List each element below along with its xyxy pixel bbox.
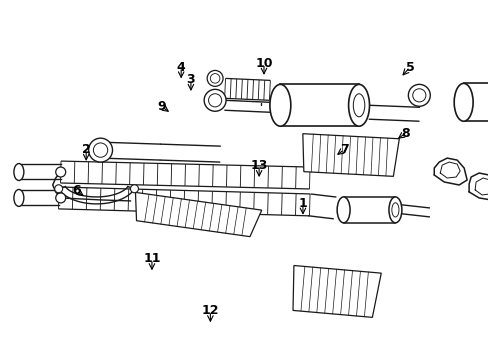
Ellipse shape <box>453 84 472 121</box>
Ellipse shape <box>348 84 369 126</box>
Ellipse shape <box>14 163 24 180</box>
Text: 12: 12 <box>201 305 219 318</box>
Polygon shape <box>135 192 261 237</box>
Circle shape <box>55 185 62 193</box>
Circle shape <box>130 185 138 193</box>
Text: 7: 7 <box>339 143 348 156</box>
Text: 6: 6 <box>72 184 81 197</box>
Text: 1: 1 <box>298 197 306 210</box>
Text: 13: 13 <box>250 159 267 172</box>
Text: 4: 4 <box>177 60 185 73</box>
Text: 8: 8 <box>400 127 409 140</box>
Bar <box>280 84 358 126</box>
Ellipse shape <box>336 197 349 223</box>
Text: 3: 3 <box>186 73 195 86</box>
Bar <box>463 84 488 121</box>
Circle shape <box>88 138 112 162</box>
Bar <box>343 197 395 223</box>
Circle shape <box>203 89 225 111</box>
Ellipse shape <box>14 189 24 206</box>
Text: 5: 5 <box>405 60 414 73</box>
Text: 9: 9 <box>157 100 165 113</box>
Text: 11: 11 <box>143 252 161 265</box>
Polygon shape <box>292 266 381 318</box>
Circle shape <box>56 193 65 203</box>
Text: 2: 2 <box>81 143 90 156</box>
Circle shape <box>56 167 65 177</box>
Polygon shape <box>302 134 399 176</box>
Ellipse shape <box>269 84 290 126</box>
Text: 10: 10 <box>255 57 272 70</box>
Circle shape <box>207 71 223 86</box>
Ellipse shape <box>388 197 401 223</box>
Circle shape <box>407 84 429 106</box>
